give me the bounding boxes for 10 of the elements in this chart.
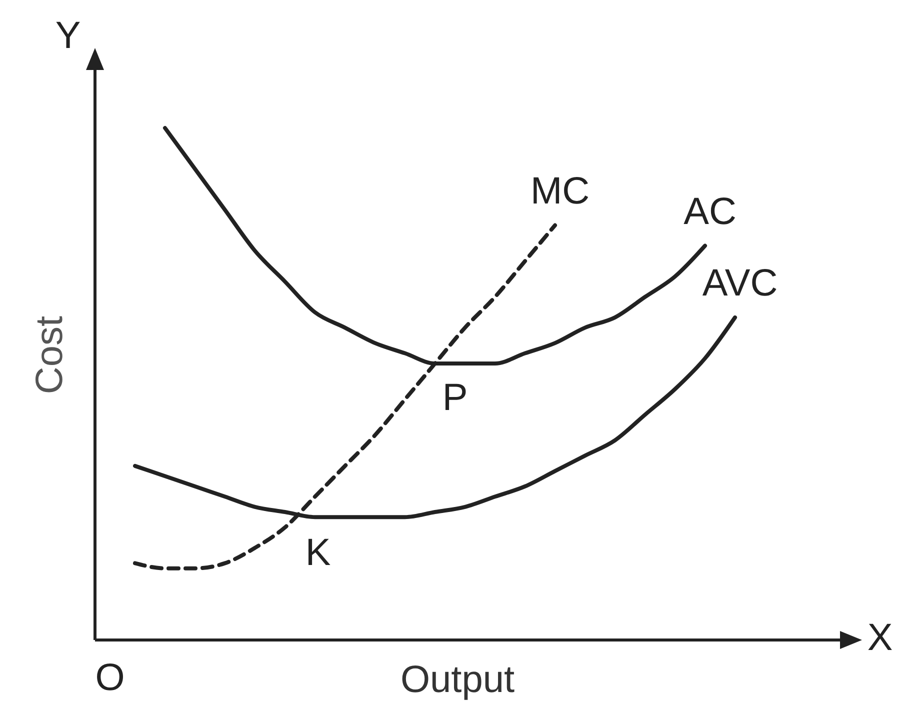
series-label: AVC [702,262,778,304]
y-axis-title: Cost [29,315,71,394]
annotation: P [442,377,468,419]
series-label: MC [530,170,590,212]
x-axis-title: Output [400,659,515,701]
text: X [867,617,893,659]
text: O [95,657,125,699]
text: Y [55,15,81,57]
series-label: AC [684,190,736,233]
annotation: K [305,532,331,574]
